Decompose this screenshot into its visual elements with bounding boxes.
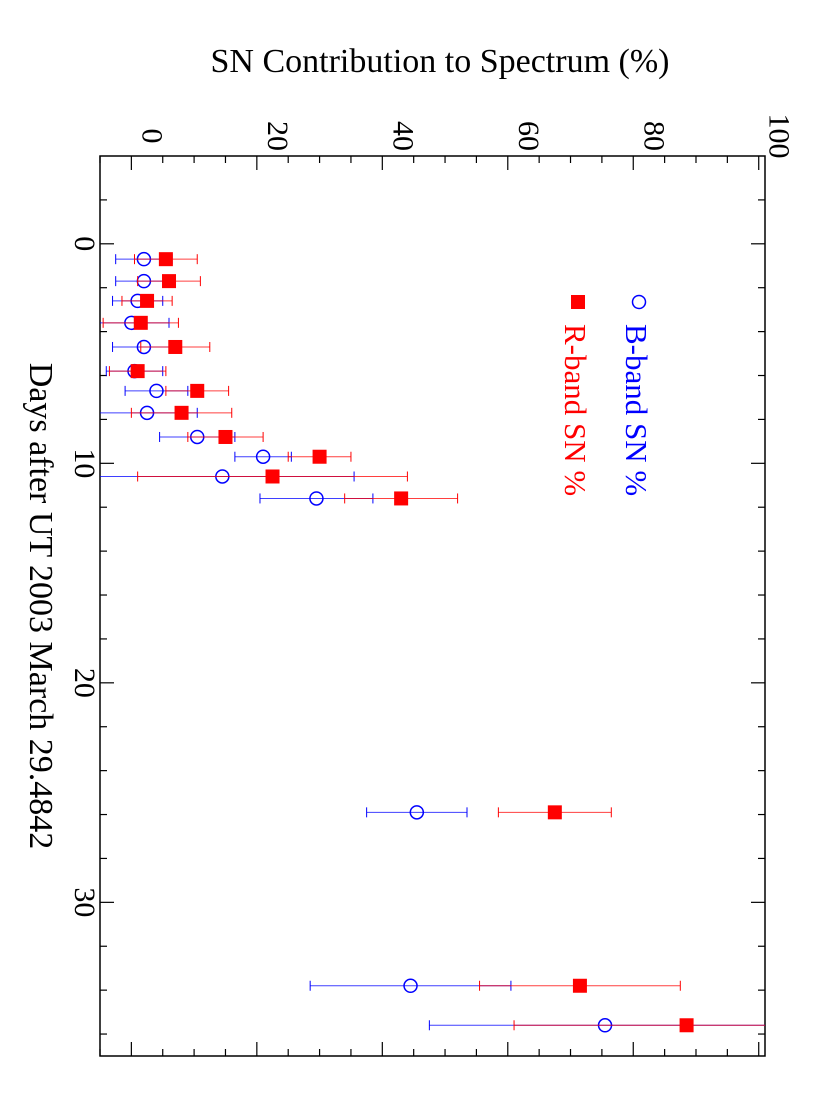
data-point xyxy=(168,339,183,354)
data-point xyxy=(218,429,233,444)
y-tick-label: 0 xyxy=(135,129,168,144)
data-point xyxy=(265,469,280,484)
y-tick-label: 20 xyxy=(261,121,294,151)
plot-frame xyxy=(99,155,766,1057)
data-point xyxy=(149,383,164,399)
x-tick-label: 20 xyxy=(68,668,101,698)
y-tick-labels: 0 20 40 60 80 100 xyxy=(135,114,795,159)
data-point xyxy=(190,383,205,398)
y-tick-label: 80 xyxy=(637,121,670,151)
series-b-band xyxy=(100,251,765,1033)
data-point xyxy=(679,1018,694,1033)
data-point xyxy=(394,491,409,506)
data-point xyxy=(572,978,587,993)
legend-marker-b-band xyxy=(631,294,647,310)
data-point xyxy=(133,315,148,330)
series-r-band xyxy=(102,252,765,1033)
x-axis-title: Days after UT 2003 March 29.4842 xyxy=(22,363,59,850)
legend-marker-r-band xyxy=(571,295,585,309)
data-point xyxy=(547,805,562,820)
y-tick-label: 60 xyxy=(512,121,545,151)
y-axis-title: SN Contribution to Spectrum (%) xyxy=(211,43,670,80)
series-layer xyxy=(100,251,765,1033)
data-point xyxy=(174,405,189,420)
data-point xyxy=(140,293,155,308)
legend: B-band SN % R-band SN % xyxy=(558,294,654,496)
x-tick-label: 30 xyxy=(68,887,101,917)
data-point xyxy=(255,449,271,464)
data-point xyxy=(312,449,327,464)
x-tick-label: 10 xyxy=(68,448,101,478)
y-tick-label: 100 xyxy=(763,114,796,159)
data-point xyxy=(162,274,177,289)
data-point xyxy=(403,978,418,994)
y-tick-label: 40 xyxy=(386,121,419,151)
legend-label-r-band: R-band SN % xyxy=(558,324,593,496)
legend-label-b-band: B-band SN % xyxy=(619,324,654,496)
data-point xyxy=(158,252,173,267)
x-tick-label: 0 xyxy=(68,236,101,251)
data-point xyxy=(130,364,145,379)
x-tick-labels: 0 10 20 30 xyxy=(68,236,101,917)
data-point xyxy=(409,805,425,820)
data-point xyxy=(309,491,324,506)
ticks xyxy=(99,156,765,1056)
